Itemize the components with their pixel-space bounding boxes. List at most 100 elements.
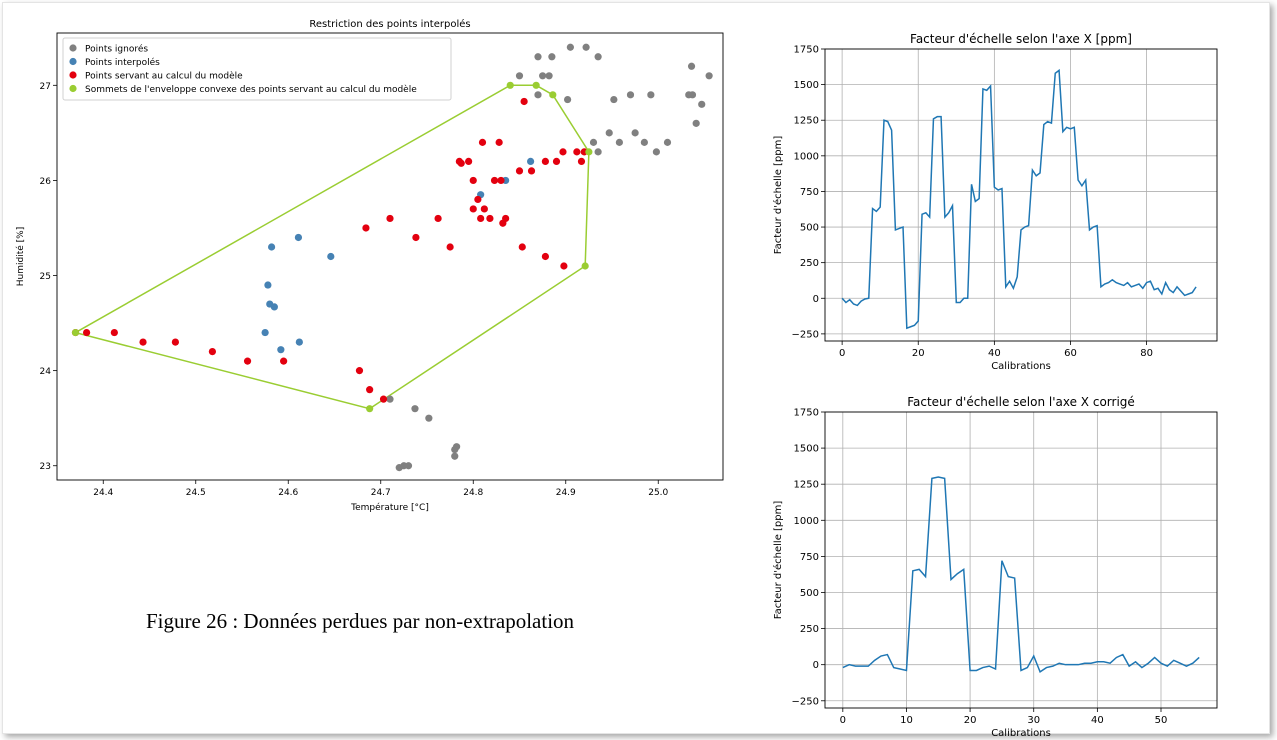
line-chart-facteur-echelle: 0 20 40 60 80 −250 0 250 500 750 1000 1250 1500 1750 F… [772,32,1218,372]
data-point [502,214,510,223]
x-tick-label: 30 [1027,715,1040,726]
y-tick-label: −250 [792,329,819,340]
x-tick-label: 0 [840,715,846,726]
hull-vertex [366,405,374,413]
y-tick-label: 23 [40,462,51,472]
data-point [490,176,499,185]
legend-marker [69,84,77,93]
data-point [698,100,706,108]
x-tick-label: 40 [988,348,1001,359]
hull-vertex [549,91,557,99]
data-point [474,195,482,204]
data-point [478,138,487,146]
plot-frame [824,411,1218,709]
plot-area [825,412,1217,708]
data-point [208,348,216,356]
plot-area [57,33,723,480]
figure-caption: Figure 26 : Données perdues par non-extr… [146,609,575,633]
y-axis-label: Facteur d'échelle [ppm] [772,136,784,255]
y-tick-label: 0 [813,294,819,305]
data-point [520,97,528,106]
y-tick-label: 500 [800,223,819,234]
y-tick-label: 0 [813,660,819,671]
y-axis-label: Facteur d'échelle [ppm] [772,501,784,620]
legend-box [62,37,452,101]
series-line [842,476,1200,674]
data-point [539,72,547,80]
convex-hull-line [73,84,590,410]
y-tick-label: 1250 [794,480,819,491]
data-point [647,91,655,99]
data-point [515,72,524,80]
data-point [566,43,574,51]
x-tick-label: 50 [1155,715,1168,726]
y-tick-label: 1250 [794,116,819,127]
data-point [589,138,598,146]
data-point [518,243,526,251]
x-tick-label: 10 [900,715,913,726]
data-point [692,119,700,127]
data-point [534,53,542,61]
x-tick-label: 24.4 [93,488,113,498]
x-axis-label: Température [°C] [350,502,429,513]
data-point [605,129,613,137]
data-point [404,462,413,470]
y-tick-label: 750 [800,187,819,198]
series-line [841,68,1197,330]
x-tick-label: 24.8 [463,488,483,498]
data-point [243,357,252,365]
data-point [446,243,454,251]
data-point [171,338,179,346]
data-point [687,62,696,70]
data-point [295,338,303,346]
data-point [412,233,420,242]
y-tick-label: 1500 [794,80,819,91]
data-point [515,167,524,175]
y-tick-label: 25 [40,272,51,282]
data-point [486,214,494,223]
data-point [457,159,465,167]
y-tick-label: 1000 [794,151,819,162]
legend-marker [69,71,77,79]
x-tick-label: 20 [912,348,925,359]
data-point [264,281,272,289]
data-point [640,138,648,146]
data-point [564,95,572,104]
data-point [541,157,550,165]
x-axis-label: Calibrations [991,728,1051,739]
data-point [577,157,586,165]
y-axis-label: Humidité [%] [15,227,26,286]
hull-vertex [532,81,540,89]
data-point [270,303,278,311]
x-axis-label: Calibrations [991,361,1051,372]
data-point [327,252,335,261]
data-point [469,176,477,185]
y-tick-label: 27 [40,82,51,92]
y-tick-label: −250 [792,696,819,707]
legend-label: Points interpolés [85,57,160,68]
plot-frame [824,48,1218,342]
data-point [594,53,602,61]
chart-title: Facteur d'échelle selon l'axe X [ppm] [910,32,1132,46]
data-point [451,452,459,460]
data-point [705,72,713,80]
y-tick-label: 1500 [794,444,819,455]
data-point [139,338,147,346]
line-chart-facteur-echelle-corrige: 0 10 20 30 40 50 −250 0 250 500 750 1000 1250 1500 175… [772,395,1218,739]
x-tick-label: 24.9 [556,488,576,498]
hull-vertex [71,328,80,337]
data-point [355,367,364,375]
legend-label: Sommets de l'enveloppe convexe des point… [85,84,417,95]
legend-marker [69,44,77,52]
chart-title: Facteur d'échelle selon l'axe X corrigé [907,395,1135,409]
y-tick-label: 500 [800,588,819,599]
data-point [366,386,374,394]
data-point [548,53,556,61]
x-tick-label: 80 [1140,348,1153,359]
data-point [110,328,118,337]
y-tick-label: 1000 [794,516,819,527]
scatter-chart-restriction: 24.4 24.5 24.6 24.7 24.8 24.9 25.0 23 24 25 26 27 Re… [15,18,724,513]
y-tick-label: 26 [40,177,52,187]
data-point [495,138,503,146]
data-point [379,395,388,403]
